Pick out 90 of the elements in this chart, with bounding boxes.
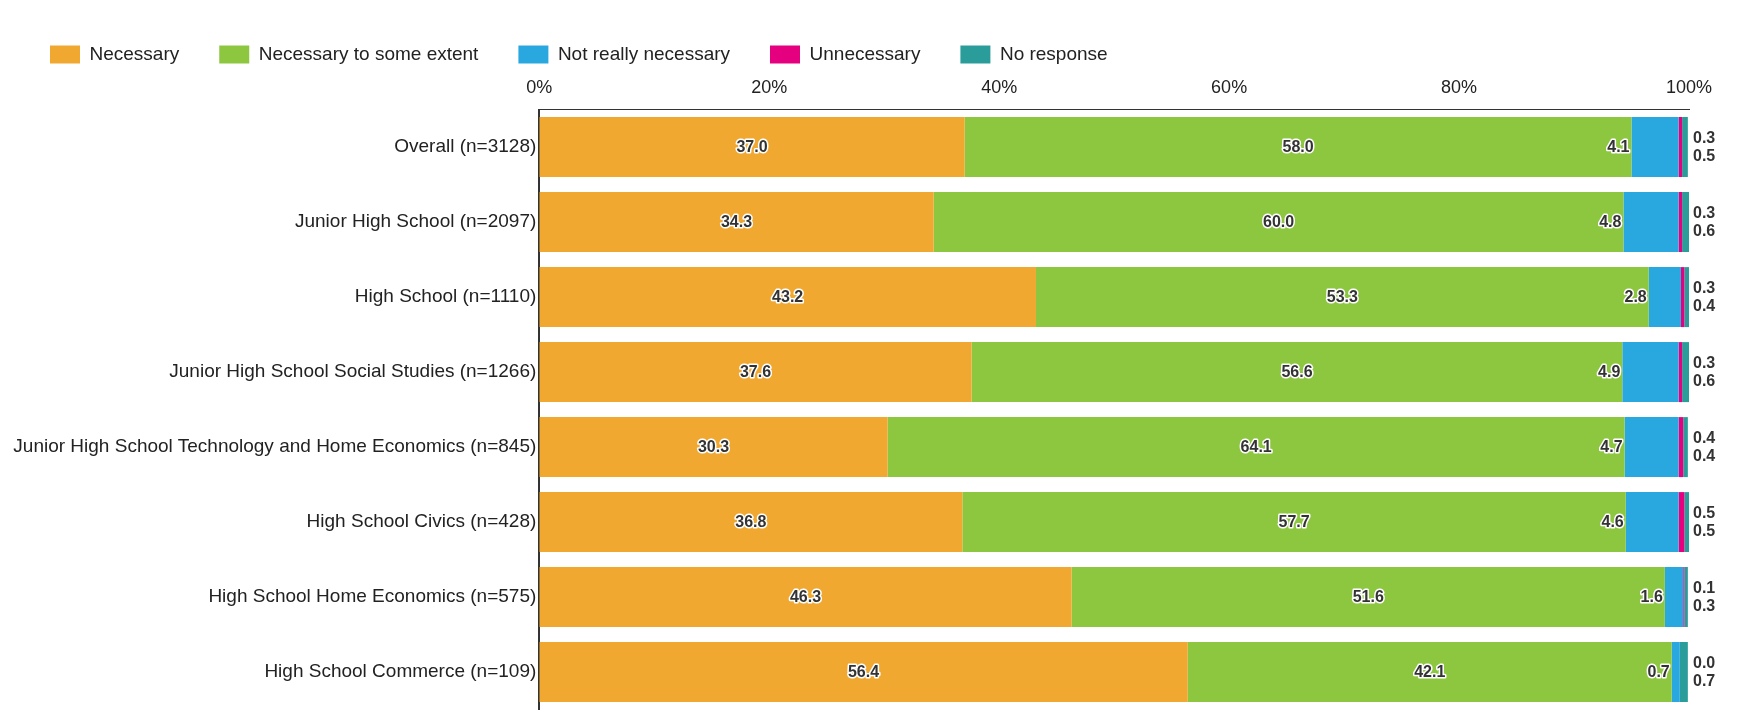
bar: [1035, 267, 1649, 328]
bar: [539, 492, 963, 553]
data-label: 0.3: [1693, 596, 1716, 614]
data-label: 56.6: [1281, 362, 1313, 380]
data-label: 0.3: [1693, 203, 1716, 221]
bar: [1671, 642, 1680, 703]
bar: [539, 267, 1036, 328]
bar: [1682, 342, 1689, 403]
data-label: 0.5: [1693, 521, 1716, 539]
x-tick-label: 100%: [1665, 76, 1713, 97]
y-tick-label: Junior High School (n=2097): [294, 210, 537, 232]
y-tick-label: High School Home Economics (n=575): [208, 585, 537, 607]
data-label: 0.0: [1693, 653, 1716, 671]
x-tick-label: 60%: [1211, 76, 1248, 97]
data-label: 0.4: [1693, 428, 1716, 446]
y-tick-label: Overall (n=3128): [394, 135, 537, 157]
data-label: 0.5: [1693, 146, 1716, 164]
bar: [539, 342, 972, 403]
data-label: 64.1: [1240, 437, 1272, 455]
data-label: 37.0: [736, 137, 768, 155]
bar: [1623, 192, 1679, 253]
data-label: 1.6: [1640, 587, 1663, 605]
bar: [539, 567, 1072, 628]
data-label: 36.8: [735, 512, 767, 530]
legend-label: Not really necessary: [557, 42, 731, 64]
bar: [962, 492, 1626, 553]
bar: [933, 192, 1624, 253]
y-tick-label: Junior High School Technology and Home Economics (n=845): [13, 435, 537, 457]
y-tick-label: Junior High School Social Studies (n=1266): [169, 360, 537, 382]
data-label: 4.9: [1598, 362, 1621, 380]
data-label: 42.1: [1414, 662, 1446, 680]
data-label: 0.3: [1693, 278, 1716, 296]
bar: [1624, 417, 1679, 478]
data-label: 0.1: [1693, 578, 1716, 596]
bar: [1679, 642, 1688, 703]
bar: [539, 192, 934, 253]
y-tick-label: High School Commerce (n=109): [264, 660, 537, 682]
bar: [1071, 567, 1665, 628]
legend-label: Unnecessary: [809, 42, 921, 64]
bar: [1187, 642, 1672, 703]
bar: [1684, 267, 1689, 328]
bar: [1683, 417, 1688, 478]
bar: [964, 117, 1632, 178]
data-label: 0.4: [1693, 446, 1716, 464]
bar: [1631, 117, 1679, 178]
bar: [1682, 117, 1688, 178]
data-label: 2.8: [1624, 287, 1647, 305]
bar: [1648, 267, 1681, 328]
bar: [1625, 492, 1679, 553]
data-label: 51.6: [1352, 587, 1384, 605]
bar: [1664, 567, 1684, 628]
data-label: 58.0: [1282, 137, 1314, 155]
data-label: 0.3: [1693, 128, 1716, 146]
x-tick-label: 80%: [1441, 76, 1478, 97]
bar: [1684, 492, 1689, 553]
data-label: 0.5: [1693, 503, 1716, 521]
bar: [1622, 342, 1679, 403]
bar: [539, 642, 1188, 703]
bar: [539, 117, 965, 178]
data-label: 34.3: [720, 212, 753, 230]
data-label: 46.3: [789, 587, 822, 605]
data-label: 4.1: [1607, 137, 1630, 155]
legend-label: No response: [999, 42, 1108, 64]
bar: [971, 342, 1623, 403]
data-label: 4.7: [1600, 437, 1623, 455]
data-label: 4.8: [1599, 212, 1622, 230]
y-tick-label: High School Civics (n=428): [306, 510, 537, 532]
data-label: 4.6: [1601, 512, 1624, 530]
y-tick-label: High School (n=1110): [354, 285, 537, 307]
bar: [539, 417, 888, 478]
legend-label: Necessary: [89, 42, 180, 64]
data-label: 0.6: [1693, 221, 1716, 239]
data-label: 37.6: [739, 362, 772, 380]
data-label: 43.2: [772, 287, 804, 305]
data-label: 0.4: [1693, 296, 1716, 314]
data-label: 0.7: [1647, 662, 1670, 680]
data-label: 0.6: [1693, 371, 1716, 389]
bar: [1682, 192, 1689, 253]
x-tick-label: 20%: [751, 76, 788, 97]
x-tick-label: 40%: [981, 76, 1018, 97]
legend-label: Necessary to some extent: [258, 42, 480, 64]
data-label: 57.7: [1278, 512, 1310, 530]
data-label: 0.3: [1693, 353, 1716, 371]
data-label: 60.0: [1262, 212, 1295, 230]
data-label: 53.3: [1326, 287, 1359, 305]
x-tick-label: 0%: [526, 76, 553, 97]
bar: [887, 417, 1625, 478]
data-label: 30.3: [697, 437, 730, 455]
data-label: 56.4: [847, 662, 880, 680]
data-label: 0.7: [1693, 671, 1716, 689]
